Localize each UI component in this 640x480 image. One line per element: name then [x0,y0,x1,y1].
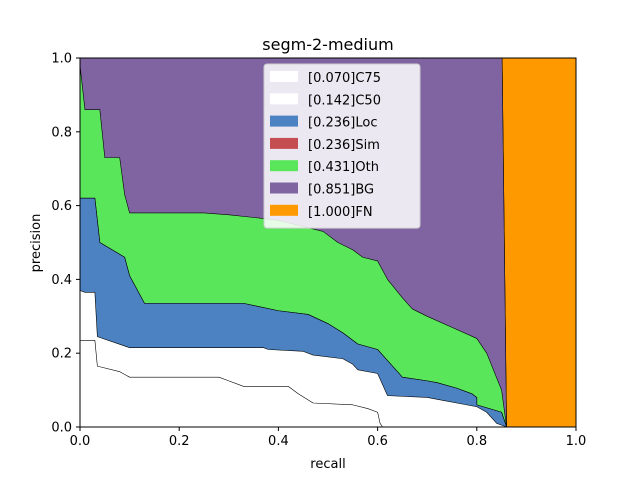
axes: 0.0 0.2 0.4 0.6 0.8 1.0 0.0 0.2 0.4 0.6 0.8 1.0 [51,52,586,450]
legend-entry-1-000-fn: [1.000]FN [308,205,373,220]
legend-swatch-1-000-fn [270,204,298,216]
y-tick-label: 1.0 [51,52,72,67]
area-1-000-fn [501,57,577,428]
y-tick-label: 0.4 [51,273,72,288]
x-tick-label: 0.8 [466,434,487,449]
chart-title: segm-2-medium [262,35,393,54]
legend-entry-0-851-bg: [0.851]BG [308,183,374,198]
legend-entry-0-236-sim: [0.236]Sim [308,138,380,153]
legend-entry-0-070-c75: [0.070]C75 [308,71,381,86]
legend-entry-0-431-oth: [0.431]Oth [308,160,379,175]
x-axis-label: recall [310,457,345,472]
x-tick-label: 0.6 [367,434,388,449]
legend-swatch-0-070-c75 [270,71,298,82]
x-tick-label: 0.4 [268,434,289,449]
y-tick-label: 0.6 [51,199,72,214]
legend-swatch-0-236-loc [270,115,298,127]
area-0-070-c75 [79,339,383,428]
y-tick-label: 0.0 [51,421,72,436]
legend-box [263,63,421,229]
axes-frame [79,57,577,428]
legend-entry-0-236-loc: [0.236]Loc [308,116,377,131]
y-tick-label: 0.2 [51,347,72,362]
legend-swatch-0-236-sim [270,137,298,149]
legend-swatch-0-431-oth [270,160,298,172]
legend: [0.070]C75 [0.142]C50 [0.236]Loc [0.236]Sim… [263,63,421,229]
y-axis-label: precision [29,214,44,273]
legend-swatch-0-142-c50 [270,93,298,105]
legend-swatch-0-851-bg [270,182,298,194]
legend-entry-0-142-c50: [0.142]C50 [308,93,381,108]
x-tick-label: 0.2 [169,434,190,449]
x-tick-label: 1.0 [566,434,587,449]
x-tick-label: 0.0 [70,434,91,449]
y-tick-label: 0.8 [51,125,72,140]
